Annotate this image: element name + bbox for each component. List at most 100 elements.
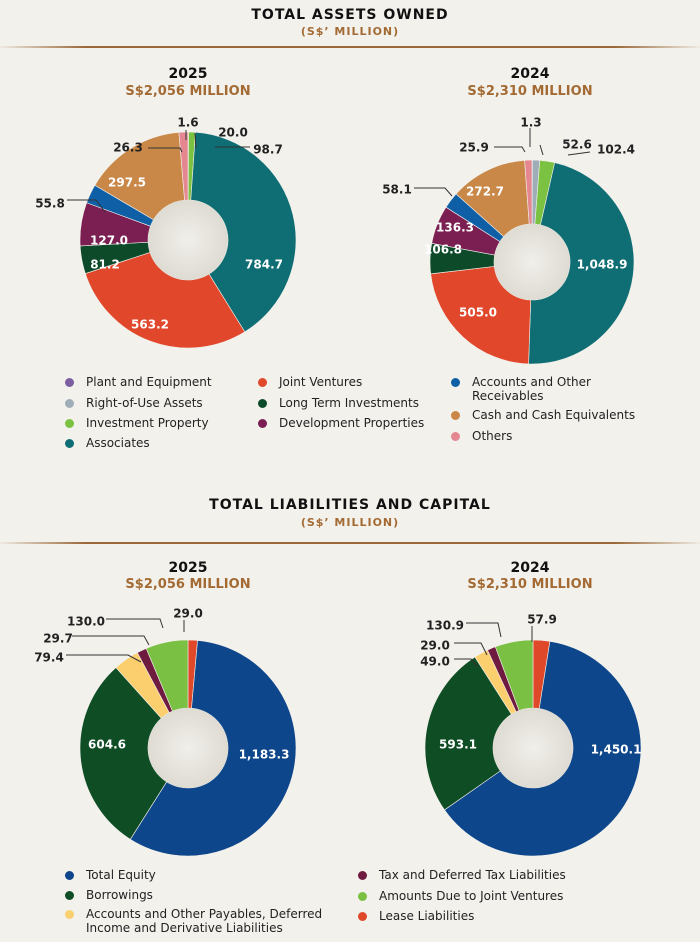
legend-item-right-of-use-assets: Right-of-Use Assets <box>65 396 203 410</box>
legend-swatch <box>358 871 367 880</box>
data-label-lease-liabilities: 29.0 <box>173 607 203 621</box>
donut-center-hole <box>494 224 570 300</box>
legend-label: Plant and Equipment <box>86 375 212 389</box>
legend-label: Investment Property <box>86 416 209 430</box>
leader-line-accounts-and-other-receivables <box>414 187 453 197</box>
legend-swatch <box>65 419 74 428</box>
data-label-development-properties: 127.0 <box>90 234 128 248</box>
legend-label: Long Term Investments <box>279 396 419 410</box>
data-label-associates: 784.7 <box>245 258 283 272</box>
assets-2025-total: S$2,056 MILLION <box>125 84 251 99</box>
assets-2025-donut-chart: 1.6 20.0 784.7 563.2 81.2 127.0 55.8 297.5 26.3 9… <box>35 116 297 349</box>
legend-label: Borrowings <box>86 888 153 902</box>
data-label-plant-and-equipment: 1.3 <box>520 116 541 130</box>
legend-swatch <box>65 891 74 900</box>
data-label-extra-0: 98.7 <box>253 143 283 157</box>
legend-swatch <box>65 439 74 448</box>
data-label-amounts-due-to-joint-ventures: 130.9 <box>426 619 464 633</box>
data-label-borrowings: 593.1 <box>439 738 477 752</box>
leader-line-amounts-due-to-joint-ventures <box>466 622 502 638</box>
donut-center-hole <box>148 200 228 280</box>
leader-line-extra-0 <box>567 151 591 156</box>
legend-item-borrowings: Borrowings <box>65 888 153 902</box>
legend-item-accounts-and-other-payables-deferred: Accounts and Other Payables, Deferred Inc… <box>65 907 322 935</box>
legend-swatch <box>451 411 460 420</box>
legend-label: Associates <box>86 436 150 450</box>
legend-swatch <box>65 910 74 919</box>
data-label-amounts-due-to-joint-ventures: 130.0 <box>67 615 105 629</box>
donut-center-hole <box>148 708 228 788</box>
data-label-investment-property: 20.0 <box>218 126 248 140</box>
data-label-development-properties: 136.3 <box>436 221 474 235</box>
legend-label: Total Equity <box>86 868 156 882</box>
legend-label: Amounts Due to Joint Ventures <box>379 889 564 903</box>
legend-swatch <box>451 432 460 441</box>
legend-item-investment-property: Investment Property <box>65 416 209 430</box>
data-label-total-equity: 1,450.1 <box>591 743 642 757</box>
data-label-long-term-investments: 106.8 <box>424 243 462 257</box>
legend-item-tax-and-deferred-tax-liabilities: Tax and Deferred Tax Liabilities <box>358 868 566 882</box>
data-label-accounts-and-other-receivables: 58.1 <box>382 183 412 197</box>
legend-item-amounts-due-to-joint-ventures: Amounts Due to Joint Ventures <box>358 889 563 903</box>
legend-item-associates: Associates <box>65 436 150 450</box>
legend-label: Development Properties <box>279 416 425 430</box>
liabilities-2024-donut-chart: 57.9 1,450.1 593.1 49.0 29.0 130.9 <box>420 613 642 857</box>
data-label-joint-ventures: 505.0 <box>459 306 497 320</box>
liabilities-2025-year: 2025 <box>168 560 208 576</box>
leader-line-investment-property <box>539 144 544 156</box>
legend-swatch <box>65 871 74 880</box>
legend-swatch <box>65 399 74 408</box>
donut-center-hole <box>493 708 573 788</box>
data-label-borrowings: 604.6 <box>88 738 126 752</box>
legend-swatch <box>258 419 267 428</box>
data-label-joint-ventures: 563.2 <box>131 318 169 332</box>
data-label-total-equity: 1,183.3 <box>239 748 290 762</box>
legend-item-plant-and-equipment: Plant and Equipment <box>65 375 212 389</box>
legend-swatch <box>451 378 460 387</box>
legend-item-development-properties: Development Properties <box>258 416 424 430</box>
legend-label: Joint Ventures <box>279 375 363 389</box>
legend-item-others: Others <box>451 429 512 443</box>
leader-line-tax-and-deferred-tax-liabilities <box>72 635 150 646</box>
data-label-accounts-and-other-payables-deferred-income-and-derivative-liabilities: 79.4 <box>34 651 64 665</box>
data-label-lease-liabilities: 57.9 <box>527 613 557 627</box>
liabilities-section-unit: (S$’ MILLION) <box>300 516 400 529</box>
leader-line-right-of-use-assets <box>494 146 526 153</box>
legend-swatch <box>258 378 267 387</box>
liabilities-2024-total: S$2,310 MILLION <box>467 577 593 592</box>
leader-line-accounts-and-other-payables-deferred-income-and-derivative-liabilities <box>66 654 142 663</box>
data-label-associates: 1,048.9 <box>577 258 628 272</box>
assets-divider <box>0 46 700 48</box>
assets-section-title: TOTAL ASSETS OWNED <box>251 7 449 23</box>
legend-swatch <box>358 892 367 901</box>
leader-line-accounts-and-other-payables-deferred-income-and-derivative-liabilities <box>454 658 479 668</box>
data-label-accounts-and-other-payables-deferred-income-and-derivative-liabilities: 49.0 <box>420 655 450 669</box>
assets-2024-donut-chart: 1.3 25.9 52.6 1,048.9 505.0 106.8 136.3 58.1 272… <box>382 116 635 365</box>
data-label-tax-and-deferred-tax-liabilities: 29.7 <box>43 632 73 646</box>
data-label-tax-and-deferred-tax-liabilities: 29.0 <box>420 639 450 653</box>
liabilities-2024-year: 2024 <box>510 560 550 576</box>
legend-item-long-term-investments: Long Term Investments <box>258 396 419 410</box>
leader-line-investment-property <box>194 132 197 149</box>
legend-label: Others <box>472 429 513 443</box>
data-label-investment-property: 52.6 <box>562 138 592 152</box>
legend-label: Cash and Cash Equivalents <box>472 408 636 422</box>
legend-item-total-equity: Total Equity <box>65 868 156 882</box>
data-label-extra-0: 102.4 <box>597 143 635 157</box>
legend-label: Lease Liabilities <box>379 909 475 923</box>
legend-item-accounts-and-other: Accounts and Other Receivables <box>451 375 591 403</box>
assets-2025-year: 2025 <box>168 66 208 82</box>
legend-label: Accounts and Other Receivables <box>472 375 591 403</box>
assets-2024-year: 2024 <box>510 66 550 82</box>
legend-label: Accounts and Other Payables, Deferred Inc… <box>86 907 323 935</box>
leader-line-amounts-due-to-joint-ventures <box>106 618 164 629</box>
data-label-accounts-and-other-receivables: 55.8 <box>35 197 65 211</box>
liabilities-section-title: TOTAL LIABILITIES AND CAPITAL <box>209 497 491 513</box>
data-label-right-of-use-assets: 25.9 <box>459 141 489 155</box>
liabilities-divider <box>0 542 700 544</box>
liabilities-2025-total: S$2,056 MILLION <box>125 577 251 592</box>
leader-line-accounts-and-other-receivables <box>67 199 106 213</box>
data-label-cash-and-cash-equivalents: 272.7 <box>466 185 504 199</box>
assets-2024-total: S$2,310 MILLION <box>467 84 593 99</box>
liabilities-2025-donut-chart: 29.0 1,183.3 604.6 79.4 29.7 130.0 <box>34 607 297 857</box>
